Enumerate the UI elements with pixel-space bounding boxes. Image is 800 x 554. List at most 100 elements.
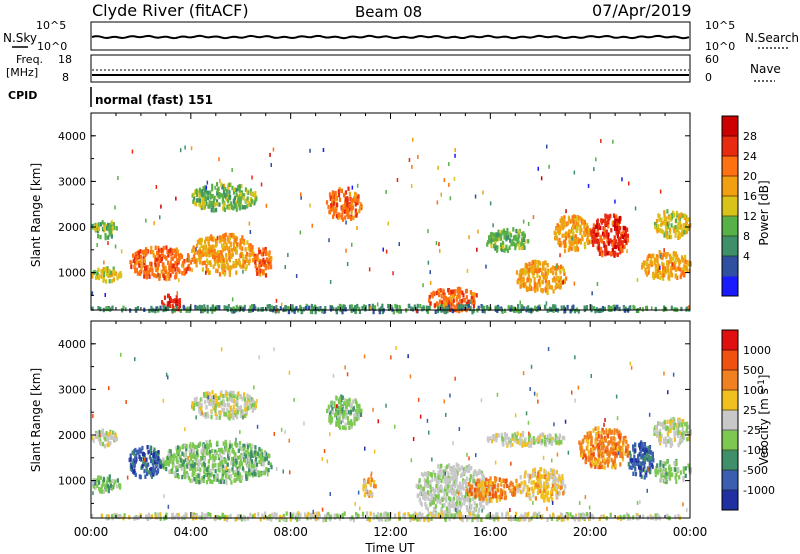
power-echo-cell — [602, 241, 606, 246]
power-echo-cell — [155, 257, 158, 262]
power-echo-cell — [575, 246, 578, 252]
power-echo-cell — [201, 189, 204, 194]
power-echo-cell — [156, 265, 160, 271]
power-echo-cell — [660, 222, 663, 227]
power-echo-cell — [176, 302, 179, 307]
power-echo-patch — [640, 250, 692, 282]
power-echo-cell — [210, 236, 213, 242]
power-echo-cell — [243, 260, 246, 265]
velocity-echo-cell — [337, 423, 341, 429]
velocity-echo-cell — [484, 493, 487, 498]
velocity-echo-cell — [491, 438, 494, 444]
power-echo-cell — [545, 301, 548, 306]
power-echo-cell — [178, 298, 181, 303]
velocity-echo-cell — [563, 489, 566, 494]
velocity-echo-cell — [458, 484, 461, 489]
power-echo-cell — [350, 210, 353, 215]
power-echo-cell — [214, 185, 216, 190]
power-echo-cell — [574, 214, 577, 220]
power-echo-cell — [205, 268, 208, 273]
velocity-echo-cell — [490, 486, 493, 491]
power-echo-cell — [204, 248, 207, 253]
power-echo-cell — [606, 219, 610, 224]
power-echo-cell — [517, 304, 520, 309]
power-echo-cell — [227, 198, 230, 204]
power-echo-cell — [554, 266, 557, 271]
velocity-echo-cell — [339, 425, 342, 430]
velocity-echo-cell — [250, 446, 253, 452]
velocity-echo-cell — [100, 484, 103, 489]
velocity-echo-cell — [475, 481, 478, 487]
power-echo-cell — [573, 237, 576, 242]
power-echo-cell — [346, 205, 349, 210]
velocity-echo-cell — [235, 472, 238, 477]
velocity-echo-cell — [193, 476, 196, 482]
power-echo-cell — [205, 201, 208, 207]
power-echo-cell — [203, 201, 206, 206]
velocity-echo-cell — [525, 492, 528, 497]
power-echo-cell — [217, 258, 220, 263]
power-echo-cell — [626, 249, 628, 254]
power-echo-cell — [198, 198, 202, 203]
velocity-echo-cell — [226, 408, 229, 413]
power-echo-cell — [155, 267, 158, 272]
power-echo-cell — [501, 247, 504, 252]
power-echo-cell — [504, 308, 507, 313]
power-echo-cell — [681, 213, 684, 218]
velocity-echo-cell — [191, 442, 194, 447]
power-echo-cell — [341, 207, 344, 212]
power-echo-cell — [422, 305, 425, 310]
velocity-echo-cell — [185, 474, 188, 479]
power-echo-cell — [562, 218, 565, 224]
nsky-label: N.Sky — [3, 31, 37, 45]
velocity-echo-cell — [181, 462, 184, 467]
velocity-echo-cell — [335, 421, 338, 426]
power-echo-cell — [348, 206, 351, 212]
power-echo-cell — [206, 180, 209, 185]
velocity-echo-cell — [452, 496, 455, 501]
velocity-echo-cell — [445, 506, 448, 511]
power-echo-patch — [553, 214, 593, 254]
velocity-echo-cell — [517, 488, 520, 494]
velocity-echo-cell — [558, 433, 561, 438]
power-echo-cell — [648, 263, 651, 269]
power-echo-cell — [522, 243, 525, 248]
power-echo-cell — [243, 241, 246, 246]
velocity-echo-cell — [549, 468, 553, 473]
velocity-echo-cell — [191, 401, 194, 406]
velocity-echo-cell — [362, 487, 365, 492]
velocity-echo-cell — [600, 434, 603, 439]
power-echo-cell — [342, 204, 345, 209]
power-echo-cell — [212, 201, 215, 206]
power-echo-cell — [520, 268, 523, 274]
power-echo-cell — [457, 294, 460, 299]
power-echo-cell — [587, 228, 590, 233]
power-echo-cell — [498, 236, 501, 241]
velocity-echo-cell — [155, 471, 158, 476]
power-echo-cell — [267, 252, 271, 258]
velocity-echo-cell — [528, 474, 531, 479]
power-echo-cell — [112, 269, 115, 274]
power-echo-cell — [118, 274, 121, 279]
power-echo-cell — [113, 225, 116, 230]
velocity-echo-cell — [508, 485, 511, 490]
power-echo-cell — [574, 225, 577, 230]
power-echo-cell — [427, 305, 431, 311]
velocity-echo-cell — [460, 466, 463, 471]
velocity-echo-cell — [540, 474, 544, 479]
power-echo-cell — [555, 236, 558, 241]
power-echo-cell — [368, 267, 371, 272]
power-echo-cell — [309, 148, 311, 153]
velocity-echo-cell — [453, 478, 456, 483]
velocity-echo-cell — [190, 466, 193, 471]
power-echo-cell — [614, 199, 616, 204]
velocity-echo-cell — [240, 476, 243, 481]
velocity-echo-cell — [534, 496, 537, 501]
velocity-echo-cell — [232, 393, 235, 399]
velocity-echo-cell — [511, 433, 514, 438]
velocity-echo-cell — [232, 470, 235, 475]
velocity-echo-cell — [214, 452, 217, 457]
power-echo-cell — [677, 257, 680, 262]
velocity-echo-cell — [223, 412, 226, 417]
velocity-echo-cell — [473, 487, 477, 492]
